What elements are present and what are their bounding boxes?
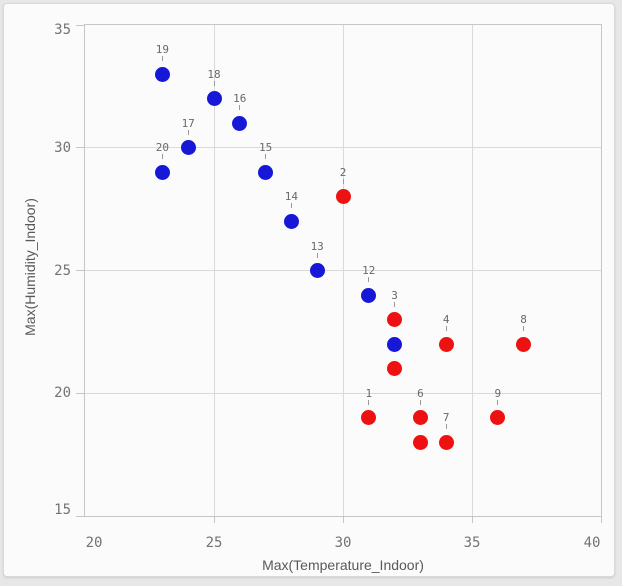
y-tick-label: 20 [54,385,71,402]
tick-mark [471,517,473,523]
point-label-leader [368,277,370,283]
data-point[interactable] [283,213,299,229]
data-point[interactable] [258,164,274,180]
data-point[interactable] [206,91,222,107]
data-point[interactable] [387,312,403,328]
data-point[interactable] [154,164,170,180]
x-tick-label: 40 [583,535,601,551]
point-label-leader [239,105,241,111]
point-label-leader [316,252,318,258]
gridline [85,392,601,394]
point-label: 7 [442,411,450,425]
point-label-leader [161,154,163,160]
point-label: 17 [181,116,195,130]
data-point[interactable] [412,434,428,450]
point-label-leader [368,399,370,405]
x-axis-title: Max(Temperature_Indoor) [262,557,424,573]
point-label-leader [445,424,447,430]
point-label: 13 [310,239,324,253]
tick-mark [76,270,85,271]
data-point[interactable] [438,336,454,352]
point-label-leader [265,154,267,160]
y-tick-label: 15 [54,502,71,518]
point-label: 15 [258,141,273,155]
point-label: 6 [417,386,424,400]
point-label: 3 [391,288,398,302]
point-label-leader [523,326,525,332]
data-point[interactable] [335,189,351,205]
tick-mark [600,517,602,523]
point-label: 20 [155,141,170,155]
point-label-leader [161,56,163,62]
y-tick-label: 35 [54,22,71,38]
point-label-leader [497,399,499,405]
y-tick-label: 30 [54,139,71,156]
data-point[interactable] [516,336,532,352]
point-label: 14 [284,190,299,204]
point-label: 19 [155,43,170,57]
tick-mark [76,515,85,517]
data-point[interactable] [154,66,170,82]
tick-mark [76,392,85,394]
point-label-leader [342,178,344,184]
point-label: 4 [442,313,450,327]
point-label-leader [290,203,292,209]
data-point[interactable] [412,410,428,426]
tick-mark [342,517,344,523]
point-label: 16 [233,92,247,106]
tick-mark [213,517,215,523]
data-point[interactable] [361,410,377,426]
data-point[interactable] [438,434,454,450]
tick-mark [76,24,85,26]
point-label-leader [419,399,421,405]
point-label: 9 [494,386,502,400]
gridline [85,147,601,149]
point-label-leader [394,301,396,307]
gridline [85,270,601,271]
x-tick-label: 35 [463,535,481,551]
point-label: 12 [362,264,376,278]
data-point[interactable] [387,361,403,377]
data-point[interactable] [361,287,377,303]
point-label: 1 [365,386,373,400]
x-tick-label: 20 [85,535,103,551]
point-label-leader [213,80,215,86]
y-tick-label: 25 [54,262,71,279]
tick-mark [76,147,85,149]
chart-card: Max(Temperature_Indoor) Max(Humidity_Ind… [3,3,615,577]
point-label: 2 [339,165,347,179]
point-label: 8 [520,313,527,327]
x-tick-label: 30 [334,535,352,551]
data-point[interactable] [387,336,403,352]
x-tick-label: 25 [205,535,223,551]
point-label-leader [187,129,189,135]
point-label-leader [445,326,447,332]
point-label: 18 [207,67,221,81]
data-point[interactable] [490,410,506,426]
data-point[interactable] [309,263,325,278]
data-point[interactable] [180,140,196,156]
data-point[interactable] [232,115,248,131]
